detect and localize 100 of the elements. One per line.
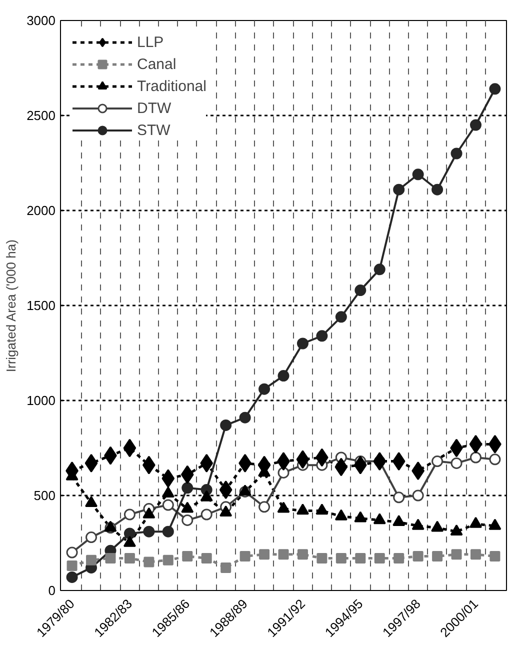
- point: [277, 502, 290, 513]
- point: [162, 486, 174, 498]
- point: [354, 456, 367, 474]
- point: [182, 514, 194, 526]
- point: [124, 508, 136, 520]
- point: [144, 556, 154, 568]
- point: [162, 554, 174, 566]
- point: [239, 412, 251, 424]
- point: [240, 551, 250, 562]
- point: [123, 438, 136, 458]
- point: [66, 560, 78, 572]
- point: [181, 502, 194, 513]
- point: [316, 330, 328, 342]
- point: [373, 452, 386, 471]
- point: [393, 184, 405, 196]
- point: [374, 264, 386, 276]
- point: [490, 551, 500, 562]
- point: [162, 526, 174, 538]
- point: [335, 311, 347, 323]
- point: [258, 383, 270, 395]
- point: [354, 511, 367, 522]
- point: [336, 552, 346, 564]
- point: [470, 549, 481, 560]
- point: [142, 507, 156, 518]
- point: [84, 454, 98, 472]
- point: [278, 370, 290, 382]
- point: [412, 518, 424, 530]
- point: [432, 184, 444, 196]
- point: [489, 83, 501, 95]
- point: [296, 504, 309, 515]
- legend-label: DTW: [137, 100, 172, 116]
- point: [374, 552, 385, 564]
- point: [469, 434, 482, 454]
- point: [316, 552, 328, 564]
- point: [200, 490, 213, 502]
- y-tick-label: 500: [34, 488, 56, 503]
- point: [392, 515, 406, 526]
- point: [259, 549, 270, 560]
- point: [431, 520, 444, 532]
- point: [451, 549, 462, 560]
- point: [393, 492, 405, 504]
- y-tick-label: 0: [48, 583, 56, 598]
- legend-label: Traditional: [137, 78, 206, 94]
- point: [296, 338, 308, 350]
- point: [469, 516, 482, 528]
- y-tick-label: 1000: [26, 393, 56, 408]
- point: [412, 551, 424, 562]
- point: [412, 490, 424, 502]
- point: [86, 532, 98, 544]
- point: [66, 571, 78, 583]
- point: [450, 524, 463, 536]
- point: [354, 284, 366, 296]
- point: [450, 148, 462, 160]
- legend-label: Canal: [137, 56, 176, 72]
- y-axis-title: Irrigated Area ('000 ha): [4, 240, 19, 372]
- y-tick-label: 2500: [26, 108, 56, 123]
- point: [297, 549, 308, 560]
- legend-label: LLP: [137, 34, 164, 50]
- point: [432, 551, 443, 562]
- point: [85, 496, 98, 508]
- point: [66, 546, 78, 558]
- point: [220, 506, 232, 517]
- point: [394, 552, 404, 564]
- point: [296, 450, 310, 469]
- point: [105, 552, 116, 564]
- y-tick-label: 1500: [26, 298, 56, 313]
- point: [143, 526, 155, 538]
- point: [450, 457, 462, 469]
- point: [470, 119, 482, 131]
- point: [220, 562, 232, 573]
- point: [355, 552, 366, 564]
- point: [200, 508, 212, 520]
- point: [316, 504, 328, 515]
- point: [373, 513, 386, 524]
- point: [162, 469, 175, 488]
- point: [124, 552, 135, 564]
- point: [201, 552, 212, 564]
- point: [258, 501, 270, 513]
- point: [392, 452, 406, 471]
- point: [123, 536, 136, 547]
- point: [86, 554, 97, 566]
- point: [220, 419, 232, 431]
- point: [334, 458, 348, 476]
- point: [182, 551, 193, 562]
- point: [489, 454, 501, 466]
- point: [412, 168, 424, 180]
- y-tick-label: 2000: [26, 203, 56, 218]
- point: [162, 499, 174, 511]
- point: [470, 452, 482, 464]
- legend-label: STW: [137, 122, 170, 138]
- point: [219, 480, 232, 500]
- point: [278, 466, 290, 478]
- point: [180, 465, 194, 484]
- y-tick-label: 3000: [26, 13, 56, 28]
- point: [124, 528, 136, 540]
- point: [334, 509, 348, 520]
- point: [432, 456, 444, 468]
- point: [488, 518, 502, 530]
- point: [278, 549, 289, 560]
- point: [182, 482, 194, 494]
